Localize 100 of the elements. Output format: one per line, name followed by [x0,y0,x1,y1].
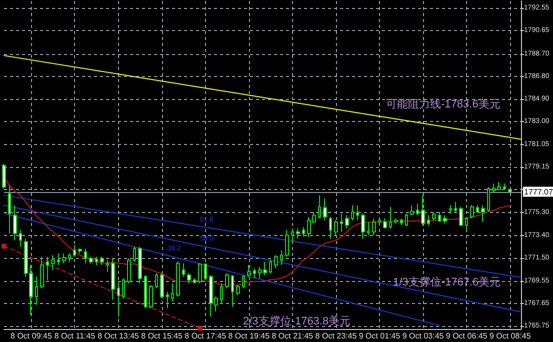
candlestick [204,262,207,281]
x-tick-label: 9 Oct 03:45 [402,332,444,340]
ref-line-label: 1777.07 [524,187,553,196]
candlestick [62,252,66,264]
candlestick [323,198,327,221]
candlestick [193,278,196,284]
candlestick [247,264,251,278]
candlestick [345,214,349,230]
candlestick [122,278,125,299]
candlestick [449,204,452,214]
candlestick [405,213,408,227]
candlestick [19,230,22,248]
x-tick-label: 8 Oct 23:45 [315,332,358,340]
candlestick [35,276,38,306]
candlestick [84,248,87,264]
candlestick [438,211,441,222]
candlestick [236,284,240,296]
candlestick [329,216,332,239]
candlestick [394,218,398,224]
candlestick [296,228,300,239]
candlestick [361,213,365,239]
candlestick [481,204,485,222]
x-tick-label: 8 Oct 13:45 [98,332,140,340]
candlestick [127,258,131,284]
candlestick [57,252,60,266]
candlestick [459,206,463,227]
candlestick [389,206,392,230]
candlestick [372,218,376,236]
candlestick [198,262,202,284]
candlestick [100,256,104,266]
candlestick [40,256,44,289]
candlestick [133,246,136,262]
candlestick [454,201,457,212]
candlestick [231,274,234,308]
annotation: 2/3支撑位-1763.8美元 [243,314,351,328]
candlestick [89,256,93,264]
candlestick [73,244,76,258]
x-tick-label: 9 Oct 06:45 [446,332,488,340]
candlestick [476,204,479,214]
candlestick [182,262,185,278]
candlestick [187,272,191,284]
x-tick-label: 9 Oct 08:45 [489,332,532,340]
candlestick [274,254,278,269]
x-tick-label: 8 Oct 09:45 [10,332,52,340]
candlestick [351,204,354,221]
annotation: 可能阻力线-1783.6美元 [386,98,500,110]
candlestick [253,268,256,279]
candlestick [318,194,321,220]
candlestick [78,248,82,254]
candlestick [280,250,283,266]
candlestick [13,204,17,241]
candlestick [2,163,6,190]
x-tick-label: 8 Oct 15:45 [141,332,184,340]
candlestick [138,246,142,284]
x-tick-label: 8 Oct 19:45 [228,332,270,340]
candlestick [410,204,414,216]
candlestick [225,272,229,289]
candlestick [427,214,430,226]
candlestick [443,214,447,224]
candlestick [269,260,272,274]
candlestick [242,274,245,289]
candlestick [220,282,223,304]
candlestick [487,186,490,212]
candlestick [470,204,474,220]
candlestick [421,194,425,226]
candlestick [144,274,147,309]
candlestick [416,203,419,216]
line-series [4,176,511,286]
candlestick [334,220,338,236]
x-tick-label: 8 Oct 17:45 [184,332,227,340]
candlestick [400,218,403,226]
candlestick [291,228,294,242]
candlestick [8,184,11,234]
x-tick-label: 8 Oct 21:45 [272,332,314,340]
candlestick [160,272,164,299]
candlestick [176,261,180,298]
candlestick [432,211,436,221]
candlestick [117,281,120,318]
candlestick [465,216,468,231]
candlestick [383,218,387,230]
candlestick [155,272,158,289]
candlestick [95,256,98,266]
candlestick [503,183,506,190]
candlestick [508,188,512,194]
candlestick [171,282,174,302]
candlestick [367,221,370,236]
candlestick [285,230,289,258]
candlestick [149,284,153,309]
candlestick [340,213,343,232]
candlestick [356,204,359,221]
candlestick [68,252,71,262]
x-tick-label: 9 Oct 01:45 [358,332,401,340]
candlestick [51,254,55,271]
candlestick [106,260,109,272]
candlestick [302,226,305,238]
candlestick [111,258,115,300]
x-tick-label: 8 Oct 11:45 [54,332,96,340]
candlestick [378,218,381,226]
candlestick [46,256,49,281]
candlestick [166,291,169,309]
